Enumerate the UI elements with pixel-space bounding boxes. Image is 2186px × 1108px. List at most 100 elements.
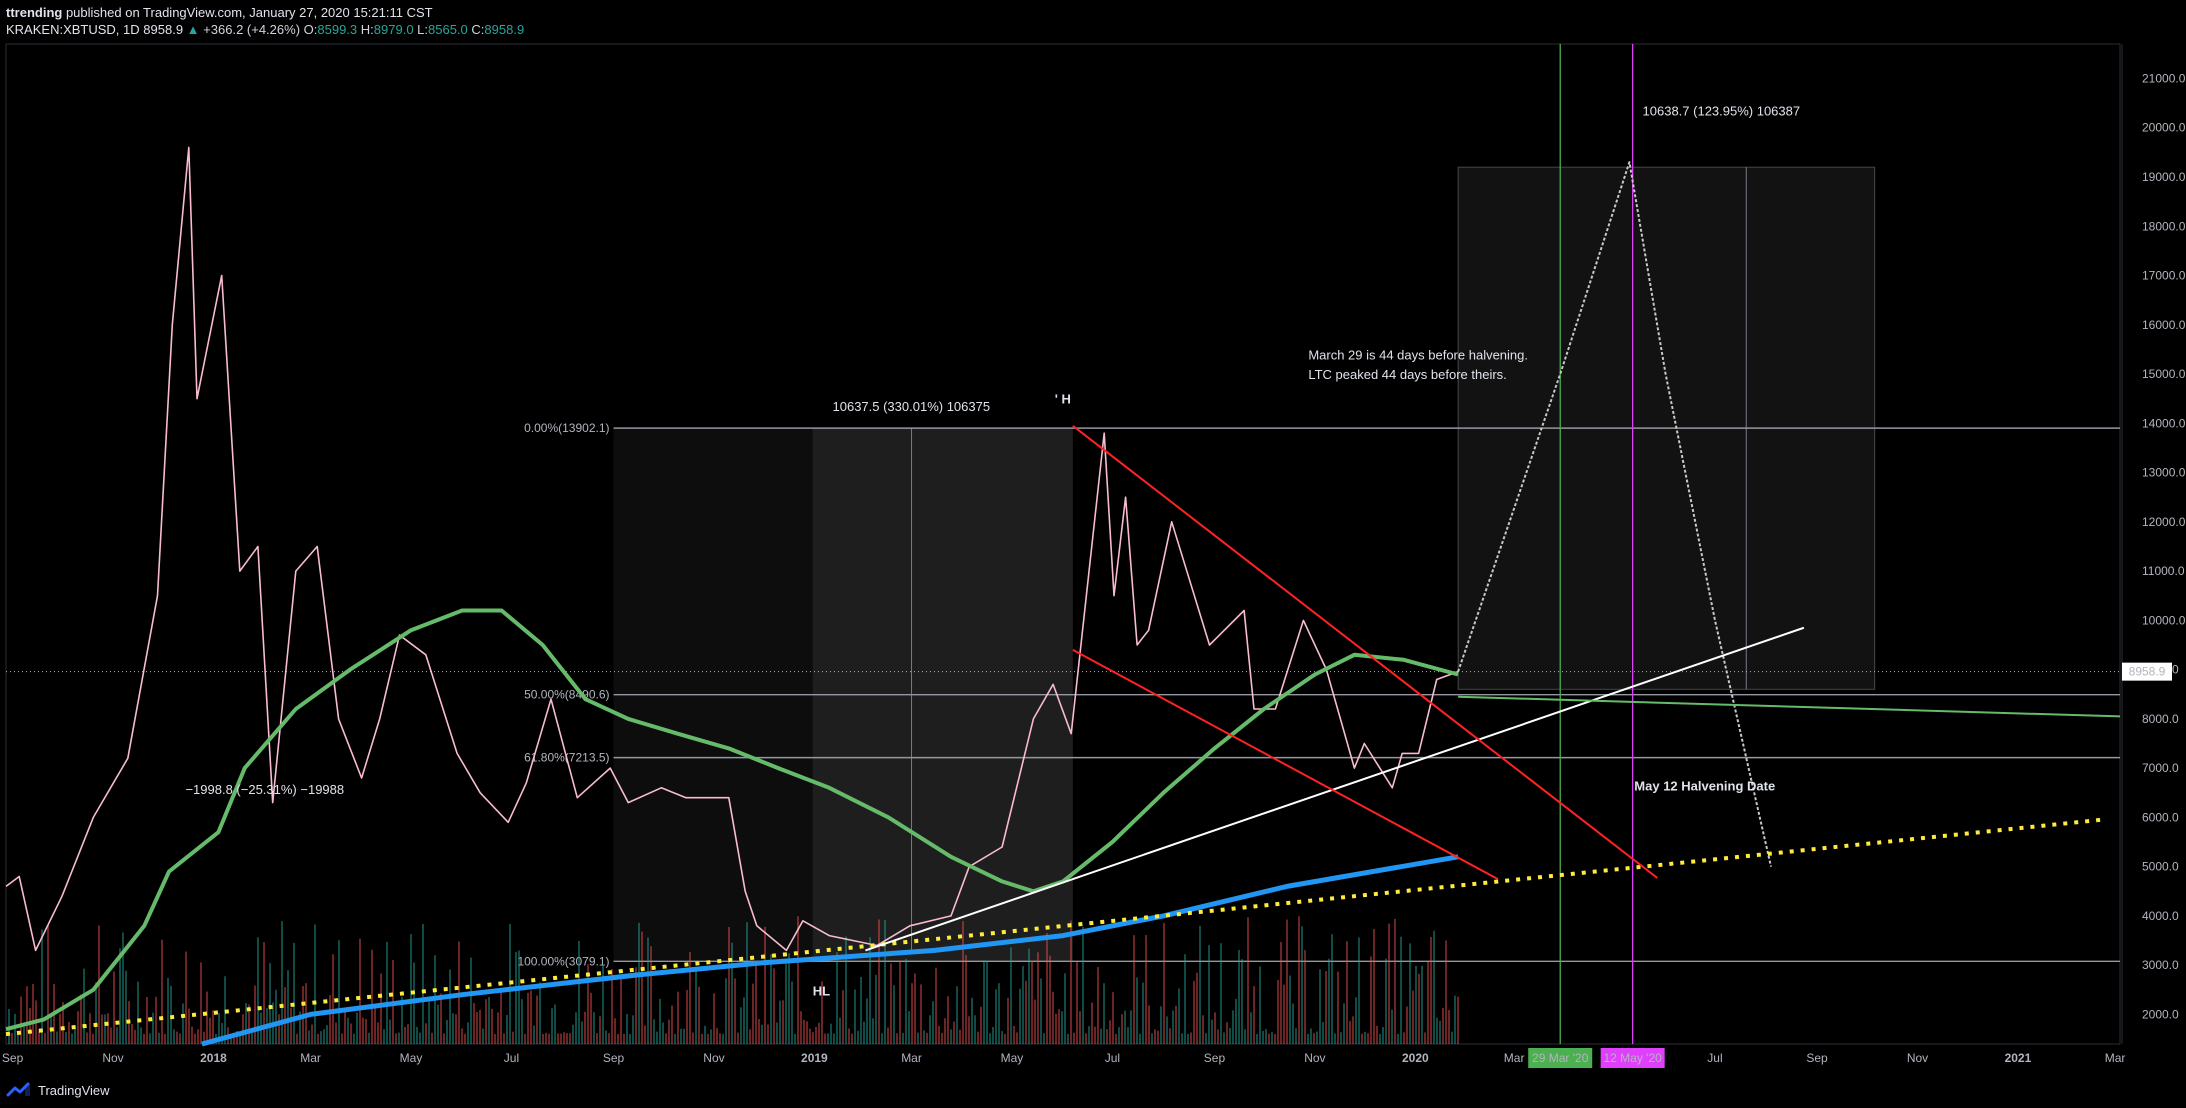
volume-bar: [1307, 1033, 1309, 1044]
volume-bar: [11, 1032, 13, 1044]
volume-bar: [1370, 956, 1372, 1044]
volume-bar: [593, 1012, 595, 1044]
volume-bar: [416, 1026, 418, 1044]
volume-bar: [1271, 1032, 1273, 1044]
volume-bar: [1289, 975, 1291, 1044]
volume-bar: [395, 1033, 397, 1044]
y-tick-label-14: 7000.0: [2142, 761, 2179, 775]
date-marker-badge-0: [1528, 1048, 1593, 1068]
volume-bar: [1223, 1032, 1225, 1044]
volume-bar: [608, 1033, 610, 1044]
volume-bar: [110, 1027, 112, 1044]
volume-bar: [1055, 1013, 1057, 1044]
volume-bar: [581, 1021, 583, 1044]
volume-bar: [551, 1008, 553, 1044]
volume-bar: [1352, 1016, 1354, 1044]
volume-bar: [1004, 1033, 1006, 1044]
volume-bar: [1187, 1033, 1189, 1044]
volume-bar: [986, 961, 988, 1044]
volume-bar: [761, 1024, 763, 1044]
volume-bar: [911, 983, 913, 1044]
volume-bar: [269, 963, 271, 1044]
series-line-projection: [1457, 161, 1772, 867]
volume-bar: [32, 983, 34, 1044]
volume-bar: [491, 1008, 493, 1044]
volume-bar: [1139, 1033, 1141, 1044]
volume-bar: [692, 1032, 694, 1044]
brand-label[interactable]: TradingView: [38, 1082, 110, 1098]
volume-bar: [1277, 979, 1279, 1044]
volume-bar: [647, 937, 649, 1044]
volume-bar: [956, 986, 958, 1044]
volume-bar: [1388, 923, 1390, 1044]
volume-bar: [449, 969, 451, 1044]
volume-bar: [1265, 1029, 1267, 1044]
volume-bar: [746, 922, 748, 1044]
volume-bar: [1076, 962, 1078, 1044]
author-name[interactable]: ttrending: [6, 5, 63, 20]
volume-bar: [920, 984, 922, 1044]
volume-bar: [254, 985, 256, 1044]
tradingview-logo-icon[interactable]: [6, 1082, 32, 1098]
volume-bar: [905, 958, 907, 1044]
volume-bar: [944, 1018, 946, 1044]
volume-bar: [425, 1023, 427, 1044]
volume-bar: [1091, 1002, 1093, 1044]
low-value: 8565.0: [428, 22, 468, 37]
volume-bar: [323, 1029, 325, 1044]
volume-bar: [614, 1018, 616, 1044]
trendline-0: [865, 626, 1805, 952]
volume-bar: [1217, 1029, 1219, 1044]
volume-bar: [161, 939, 163, 1044]
volume-bar: [1346, 941, 1348, 1044]
volume-bar: [806, 1021, 808, 1044]
volume-bar: [1043, 1033, 1045, 1044]
y-tick-label-0: 21000.0: [2142, 71, 2186, 85]
volume-bar: [899, 960, 901, 1044]
volume-bar: [803, 1019, 805, 1044]
volume-bar: [1397, 1033, 1399, 1044]
volume-bar: [140, 1027, 142, 1044]
volume-bar: [62, 1002, 64, 1044]
volume-bar: [1379, 1033, 1381, 1044]
volume-bar: [665, 1033, 667, 1044]
ohlc-line: KRAKEN:XBTUSD, 1D 8958.9 ▲ +366.2 (+4.26…: [6, 21, 524, 38]
volume-bar: [1436, 1017, 1438, 1044]
volume-bar: [1025, 980, 1027, 1044]
volume-bar: [1448, 1009, 1450, 1044]
volume-bar: [1286, 919, 1288, 1044]
volume-bar: [1121, 1014, 1123, 1044]
volume-bar: [1385, 958, 1387, 1044]
volume-bar: [701, 1033, 703, 1044]
volume-bar: [539, 982, 541, 1044]
symbol-label[interactable]: KRAKEN:XBTUSD, 1D: [6, 22, 140, 37]
volume-bar: [797, 916, 799, 1044]
y-tick-label-1: 20000.0: [2142, 121, 2186, 135]
volume-bar: [824, 1033, 826, 1044]
volume-bar: [278, 1014, 280, 1044]
volume-bar: [815, 1026, 817, 1044]
volume-bar: [26, 986, 28, 1044]
trendline-1: [1072, 424, 1658, 879]
last-price-label: 8958.9: [2129, 665, 2166, 679]
volume-bar: [1145, 935, 1147, 1044]
volume-bar: [440, 993, 442, 1044]
volume-bar: [284, 987, 286, 1044]
x-tick-label-4: May: [400, 1051, 423, 1065]
volume-bar: [512, 1031, 514, 1044]
volume-bar: [668, 1019, 670, 1044]
volume-bar: [464, 1033, 466, 1044]
volume-bar: [1097, 967, 1099, 1044]
volume-bar: [515, 951, 517, 1044]
volume-bar: [524, 1033, 526, 1044]
volume-bar: [530, 990, 532, 1044]
volume-bar: [251, 1032, 253, 1044]
y-tick-label-19: 2000.0: [2142, 1007, 2179, 1021]
x-tick-label-19: 2021: [2005, 1051, 2032, 1065]
volume-bar: [437, 1004, 439, 1044]
volume-bar: [185, 951, 187, 1044]
volume-bar: [641, 931, 643, 1044]
volume-bar: [1079, 1011, 1081, 1044]
chart-header: ttrending published on TradingView.com, …: [6, 4, 524, 38]
